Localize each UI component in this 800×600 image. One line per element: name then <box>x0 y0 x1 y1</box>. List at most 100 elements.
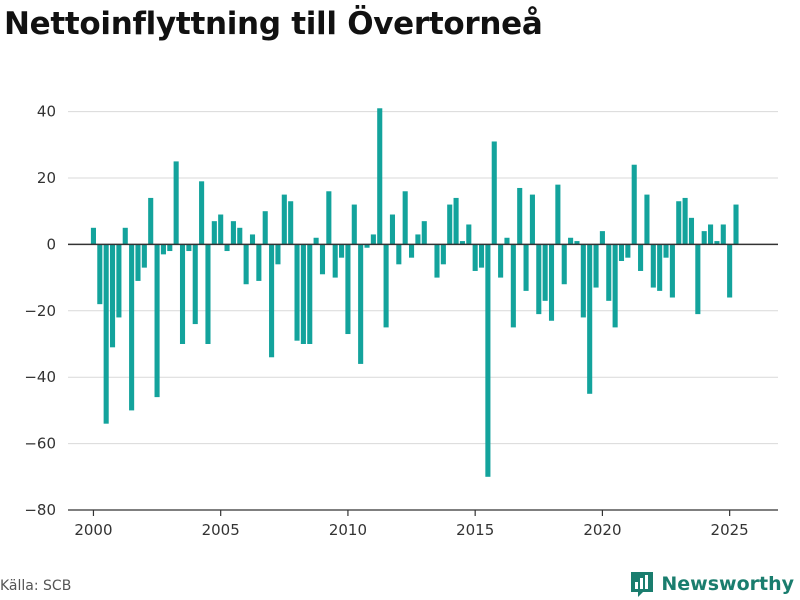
bar <box>205 244 211 344</box>
bar <box>529 194 535 245</box>
x-tick-label: 2015 <box>456 521 494 539</box>
bar <box>186 244 192 252</box>
y-tick-label: −20 <box>24 302 56 320</box>
bar <box>167 244 173 252</box>
x-tick-label: 2005 <box>202 521 240 539</box>
bar <box>351 204 357 245</box>
bar <box>307 244 313 344</box>
y-tick-label: 20 <box>37 169 56 187</box>
bar <box>300 244 306 344</box>
bar <box>720 224 726 245</box>
bar <box>262 211 268 245</box>
bar <box>358 244 364 364</box>
bar <box>218 214 224 245</box>
bar <box>472 244 478 271</box>
y-tick-label: −40 <box>24 368 56 386</box>
bar <box>695 244 701 315</box>
x-tick-label: 2025 <box>711 521 749 539</box>
bar <box>269 244 275 358</box>
bar <box>612 244 618 328</box>
bar <box>434 244 440 278</box>
bar <box>650 244 656 288</box>
bar <box>676 201 682 245</box>
source-note: Källa: SCB <box>0 578 72 594</box>
bar <box>345 244 351 335</box>
bar <box>568 237 574 245</box>
brand-name: Newsworthy <box>661 573 794 595</box>
bar <box>192 244 198 325</box>
bar <box>288 201 294 245</box>
x-tick-label: 2000 <box>74 521 112 539</box>
bar <box>409 244 415 258</box>
bar <box>421 221 427 245</box>
bar <box>727 244 733 298</box>
bar <box>536 244 542 315</box>
bar <box>587 244 593 394</box>
bar <box>682 197 688 245</box>
bar <box>548 244 555 321</box>
y-tick-label: −60 <box>24 435 56 453</box>
bar <box>199 181 205 245</box>
bar <box>377 108 383 245</box>
brand-logo[interactable]: Newsworthy <box>629 570 794 598</box>
bar <box>141 244 147 268</box>
y-tick-label: −80 <box>24 501 56 519</box>
bar <box>389 214 396 245</box>
bar <box>415 234 421 245</box>
bar <box>561 244 567 285</box>
x-tick-label: 2010 <box>329 521 367 539</box>
newsworthy-logo-icon <box>631 572 654 597</box>
bar <box>364 244 370 248</box>
bar <box>237 227 243 245</box>
bar <box>498 244 504 278</box>
bar <box>688 217 695 245</box>
bar <box>657 244 663 291</box>
bar <box>129 244 135 411</box>
bar <box>447 204 453 245</box>
bar <box>714 241 720 245</box>
bar <box>485 244 491 477</box>
bar <box>313 237 319 245</box>
bar <box>644 194 650 245</box>
bar <box>663 244 669 258</box>
bar <box>116 244 122 318</box>
bar <box>154 244 160 398</box>
bar <box>383 244 389 328</box>
y-tick-label: 0 <box>46 235 56 253</box>
bar <box>555 184 561 245</box>
bar <box>90 227 96 245</box>
bar <box>179 244 186 344</box>
bar <box>504 237 510 245</box>
bar <box>618 244 625 261</box>
bar <box>224 244 230 252</box>
bar <box>599 231 605 245</box>
bar <box>669 244 675 298</box>
bar <box>606 244 612 301</box>
bar <box>402 191 408 245</box>
bar <box>574 241 580 245</box>
x-tick-label: 2020 <box>583 521 621 539</box>
bar <box>466 224 472 245</box>
bar <box>339 244 345 258</box>
bar <box>510 244 516 328</box>
bar <box>523 244 529 291</box>
bar <box>440 244 446 265</box>
bar <box>173 161 179 245</box>
bar <box>275 244 281 265</box>
bar <box>326 191 332 245</box>
bars <box>90 108 739 477</box>
bar <box>580 244 586 318</box>
bar <box>625 244 631 258</box>
bar <box>370 234 376 245</box>
bar <box>243 244 249 285</box>
bar <box>122 227 128 245</box>
bar <box>733 204 739 245</box>
bar <box>160 244 166 255</box>
bar <box>148 197 154 245</box>
bar <box>249 234 256 245</box>
axes: 40 20 0 −20 −40 −60 −80 2000 2005 2010 2015 2020 202… <box>24 103 778 539</box>
bar <box>638 244 644 271</box>
bar <box>478 244 485 268</box>
bar <box>103 244 109 424</box>
bar <box>593 244 599 288</box>
